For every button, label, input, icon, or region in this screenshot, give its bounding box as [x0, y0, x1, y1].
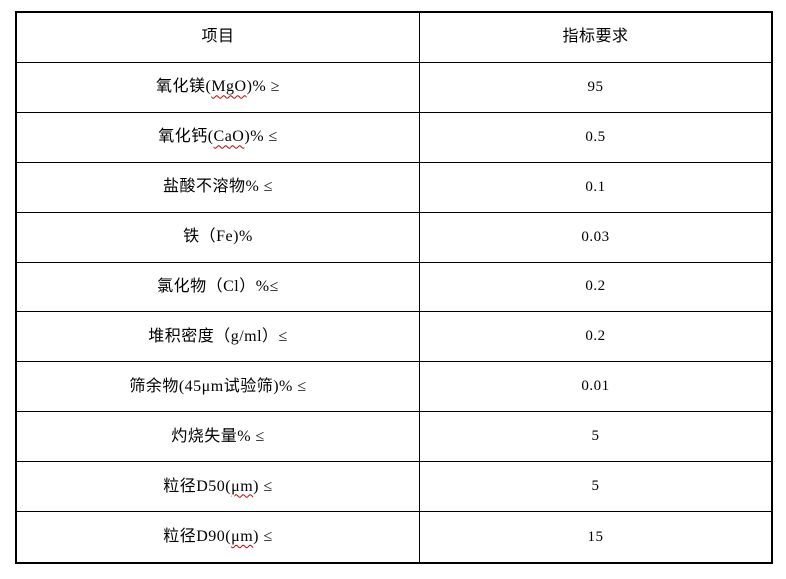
item-label-text: 筛余物(45μm试验筛)% ≤ [129, 377, 307, 395]
item-cell: 铁（Fe)% [17, 212, 420, 263]
item-cell: 盐酸不溶物% ≤ [17, 162, 420, 213]
item-label-text: )% ≥ [246, 78, 281, 96]
item-label-text: 粒径D90( [163, 528, 232, 546]
item-cell: 筛余物(45μm试验筛)% ≤ [17, 362, 420, 413]
item-label-text: 堆积密度（g/ml）≤ [148, 327, 288, 345]
item-label-text: 氧化镁( [155, 78, 212, 96]
item-label-text: 灼烧失量% ≤ [171, 427, 265, 445]
value-cell: 5 [420, 412, 771, 463]
item-cell: 粒径D50(μm) ≤ [17, 462, 420, 513]
value-cell: 0.1 [420, 163, 771, 213]
value-cell: 15 [587, 528, 604, 545]
item-cell: 粒径D90(μm) ≤ [17, 512, 420, 562]
value-cell: 5 [420, 462, 771, 513]
item-label-text: 氯化物（Cl）%≤ [157, 277, 279, 295]
item-cell: 灼烧失量% ≤ [17, 412, 420, 463]
header-spec-cell: 指标要求 [420, 13, 771, 63]
item-cell: 氧化镁(MgO)% ≥ [17, 62, 420, 113]
item-label-text: )% ≤ [244, 128, 278, 146]
item-label-text: 盐酸不溶物% ≤ [162, 178, 274, 196]
item-label-text: ) ≤ [253, 528, 273, 546]
item-cell: 氧化钙(CaO)% ≤ [17, 112, 420, 163]
misspelled-text: MgO [211, 78, 247, 96]
item-label-text: 铁（Fe)% [183, 228, 253, 246]
value-cell: 0.2 [420, 263, 771, 313]
value-cell: 0.01 [420, 362, 771, 413]
misspelled-text: μm [231, 528, 254, 546]
item-cell: 氯化物（Cl）%≤ [17, 262, 420, 313]
header-item-cell: 项目 [17, 13, 420, 63]
misspelled-text: μm [231, 477, 254, 495]
misspelled-text: CaO [213, 128, 245, 146]
value-cell: 0.2 [420, 312, 771, 363]
value-cell: 0.03 [420, 213, 771, 263]
value-cell: 0.5 [420, 113, 771, 163]
spec-table: 项目 指标要求 氧化镁(MgO)% ≥95 氧化钙(CaO)% ≤0.5 盐酸不溶物… [15, 11, 773, 564]
value-cell: 95 [420, 63, 771, 113]
item-label-text: 氧化钙( [158, 128, 214, 146]
item-label-text: ) ≤ [253, 477, 273, 495]
item-cell: 堆积密度（g/ml）≤ [17, 312, 420, 363]
item-label-text: 粒径D50( [163, 477, 232, 495]
